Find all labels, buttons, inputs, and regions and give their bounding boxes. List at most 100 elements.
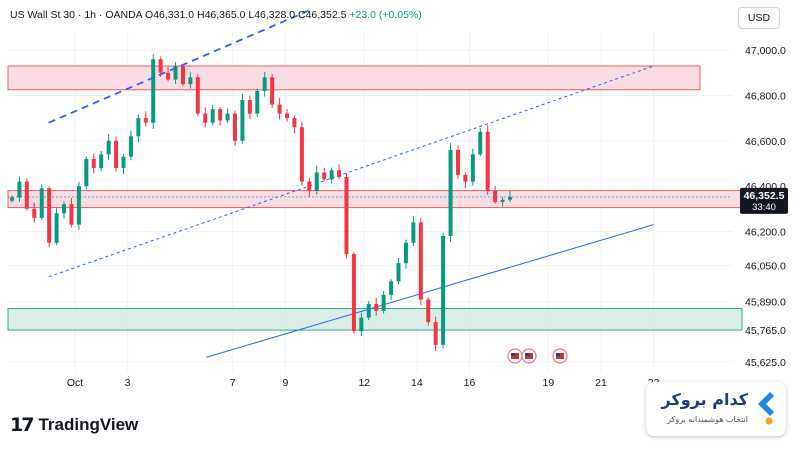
candle [121, 154, 126, 174]
candle [240, 93, 245, 144]
candle [106, 134, 111, 161]
candle [426, 297, 431, 326]
candle-body [500, 199, 505, 202]
candle [351, 252, 356, 334]
price-change: +23.0 (+0.05%) [349, 9, 422, 21]
candle-body [329, 170, 334, 180]
candle [403, 239, 408, 269]
candle-body [166, 72, 171, 80]
candle [485, 124, 490, 195]
candle [91, 153, 96, 174]
price-tick-label: 46,050.0 [745, 260, 786, 272]
currency-button[interactable]: USD [738, 7, 780, 29]
candle-body [493, 190, 498, 202]
event-flag-canton [525, 353, 529, 356]
candle-body [203, 113, 208, 123]
candle [158, 56, 163, 77]
price-scale: 47,000.046,800.046,600.046,400.046,200.0… [8, 45, 788, 369]
brand-watermark: کدام بروکر انتخاب هوشمندانه بروکر [646, 382, 786, 436]
candle [299, 121, 304, 186]
tradingview-logo[interactable]: 17 TradingView [10, 414, 138, 436]
price-tick-label: 46,800.0 [745, 90, 786, 102]
candle-body [76, 186, 81, 225]
candle [84, 156, 89, 190]
candle [455, 145, 460, 179]
candle [322, 167, 327, 182]
bar-countdown: 33:40 [752, 202, 776, 213]
price-chart[interactable]: 47,000.046,800.046,600.046,400.046,200.0… [0, 0, 800, 396]
candle [173, 62, 178, 84]
economic-event-icon [552, 348, 568, 364]
candle [180, 64, 185, 87]
candle-body [307, 181, 312, 191]
candle [292, 115, 297, 134]
candle-body [143, 118, 148, 123]
candle-body [455, 149, 460, 175]
candle-body [485, 131, 490, 191]
price-tick-label: 46,200.0 [745, 226, 786, 238]
candle [17, 176, 22, 202]
candle [247, 95, 252, 120]
candle-body [470, 154, 475, 182]
interval[interactable]: 1h [84, 9, 96, 21]
candle [329, 167, 334, 184]
candle-body [17, 181, 22, 198]
candle [114, 136, 119, 172]
candle-body [285, 113, 290, 119]
zone-pivot [7, 190, 743, 209]
separator: · [98, 9, 106, 21]
candle-body [128, 136, 133, 157]
candle [136, 114, 141, 143]
time-tick-label: 9 [282, 377, 288, 389]
candle-body [173, 66, 178, 80]
candle-body [441, 236, 446, 345]
zone-resistance [7, 65, 701, 91]
candle [210, 104, 215, 126]
candle-body [255, 90, 260, 114]
candle-body [366, 304, 371, 318]
candle-body [232, 113, 237, 141]
candle-body [188, 77, 193, 85]
trend-lines [48, 8, 654, 358]
event-flag-canton [511, 353, 515, 356]
candle [277, 97, 282, 120]
candle-body [448, 149, 453, 236]
candle [359, 312, 364, 336]
candle [314, 165, 319, 195]
candle-body [47, 188, 52, 243]
candle-body [270, 77, 275, 105]
last-price-value: 46,352.5 [744, 190, 785, 202]
candle-body [39, 188, 44, 218]
time-tick-label: 12 [358, 377, 370, 389]
candle [418, 218, 423, 306]
ohlc-values: O46,331.0 H46,365.0 L46,328.0 C46,352.5 [145, 9, 347, 21]
candle [166, 66, 171, 82]
candle [508, 191, 512, 202]
candle [389, 279, 394, 301]
candle [24, 178, 29, 211]
candle-body [225, 113, 230, 121]
candle-body [195, 77, 200, 114]
tradingview-mark-icon: 17 [10, 414, 34, 436]
candle-body [121, 156, 126, 168]
zone-support [7, 308, 743, 331]
candle [39, 184, 44, 221]
candle-body [374, 304, 379, 311]
candle-body [508, 196, 512, 200]
symbol-name[interactable]: US Wall St 30 [10, 9, 75, 21]
time-tick-label: 7 [230, 377, 236, 389]
price-tick-label: 47,000.0 [745, 45, 786, 57]
trend-line-dotted [48, 65, 654, 278]
candle-body [84, 158, 89, 187]
candle-body [381, 294, 386, 311]
candle [478, 128, 483, 157]
candle [128, 130, 133, 161]
candle [307, 177, 312, 198]
candle [32, 202, 37, 223]
candle [262, 71, 267, 97]
separator: · [77, 9, 85, 21]
candle [470, 148, 475, 186]
candle-body [299, 127, 304, 182]
candle [337, 164, 342, 180]
candle-body [411, 222, 416, 243]
